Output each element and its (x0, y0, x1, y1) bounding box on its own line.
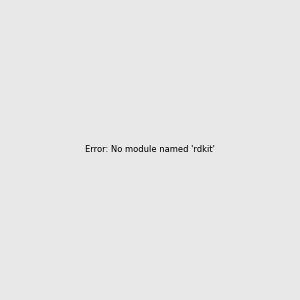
Text: Error: No module named 'rdkit': Error: No module named 'rdkit' (85, 146, 215, 154)
